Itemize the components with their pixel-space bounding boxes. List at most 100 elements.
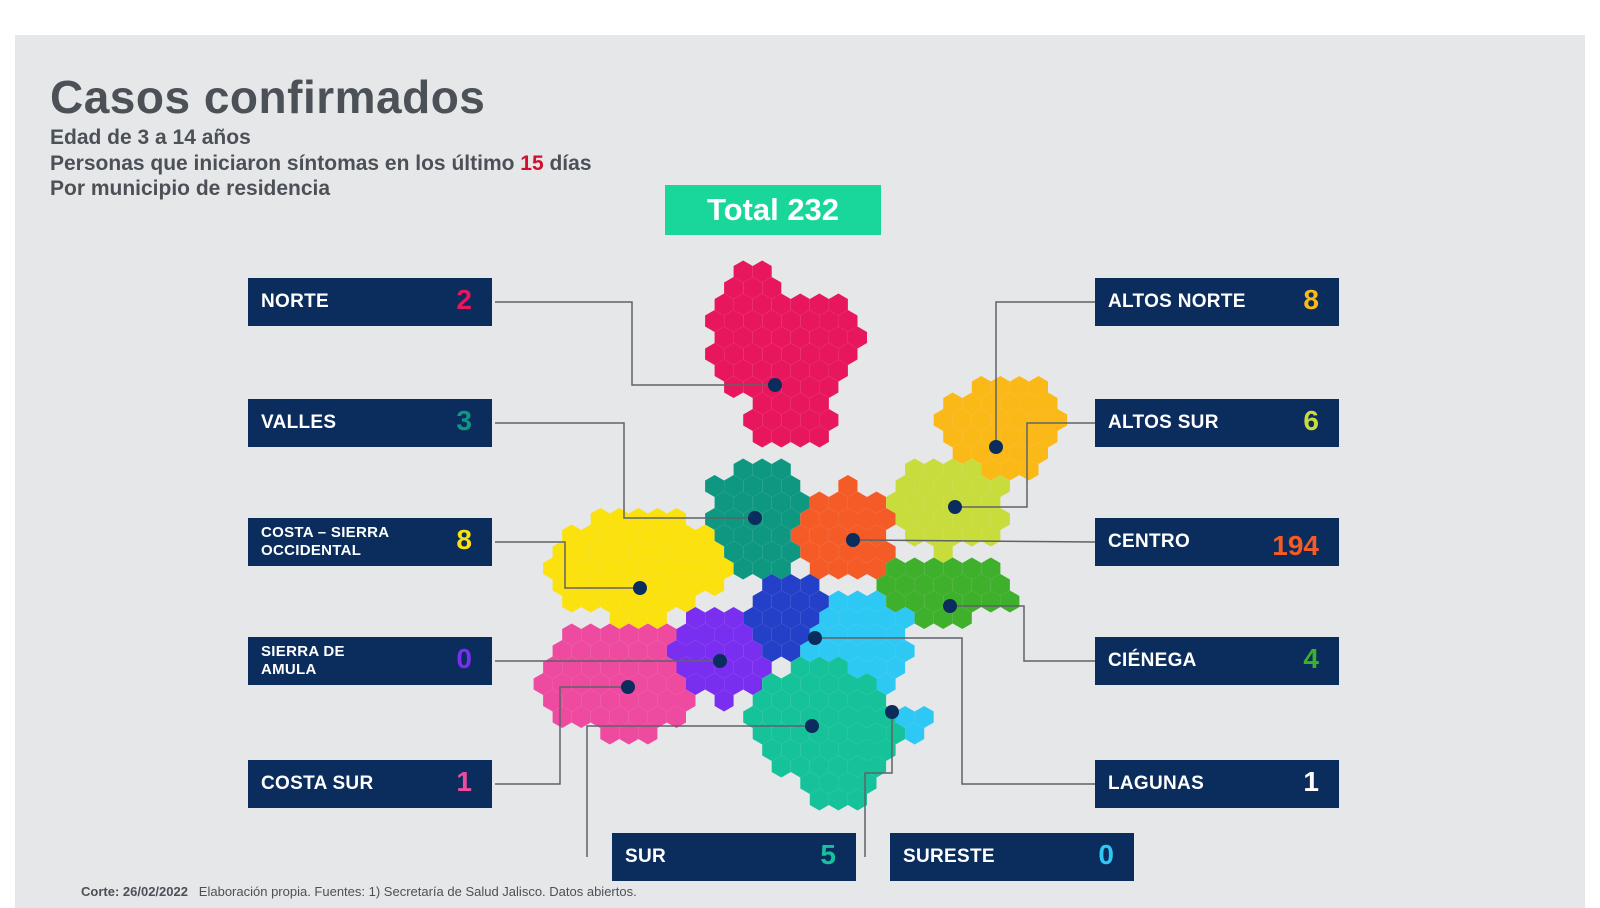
- hex-altos-sur: [905, 491, 925, 514]
- hex-cienega: [886, 590, 906, 613]
- region-name-line-2: AMULA: [261, 661, 317, 678]
- hex-altos-norte: [1019, 392, 1039, 415]
- hex-costa-sierra: [647, 508, 667, 530]
- hex-cienega: [924, 590, 944, 613]
- hex-norte: [762, 277, 782, 299]
- hex-costa-sierra: [686, 574, 706, 596]
- region-box-altos-sur[interactable]: ALTOS SUR 6: [1095, 399, 1339, 447]
- hex-lagunas: [781, 640, 801, 662]
- region-name-line-2: OCCIDENTAL: [261, 542, 362, 559]
- region-name: CIÉNEGA: [1108, 650, 1197, 671]
- region-box-norte[interactable]: NORTE 2: [248, 278, 492, 326]
- region-box-costa-sierra[interactable]: COSTA – SIERRA OCCIDENTAL 8: [248, 518, 492, 566]
- region-box-sierra-amula[interactable]: SIERRA DE AMULA 0: [248, 637, 492, 685]
- hex-sureste: [905, 722, 925, 745]
- hex-sur: [857, 772, 877, 794]
- hex-cienega: [962, 590, 982, 613]
- region-box-centro[interactable]: CENTRO 194: [1095, 518, 1339, 566]
- hex-sureste: [847, 656, 867, 679]
- hex-lagunas: [752, 590, 772, 613]
- hex-altos-sur: [981, 491, 1001, 514]
- hex-centro: [847, 491, 867, 514]
- hex-valles: [733, 458, 753, 481]
- hex-costa-sierra: [590, 508, 610, 530]
- hex-cienega: [943, 557, 963, 580]
- hex-sureste: [847, 590, 867, 613]
- hex-norte: [733, 359, 753, 382]
- region-box-costa-sur[interactable]: COSTA SUR 1: [248, 760, 492, 808]
- hex-norte: [809, 326, 829, 349]
- hex-altos-norte: [952, 442, 972, 464]
- region-name: ALTOS SUR: [1108, 412, 1219, 433]
- region-box-sur[interactable]: SUR 5: [612, 833, 856, 881]
- hex-sur: [828, 656, 848, 679]
- hex-valles: [762, 475, 782, 497]
- hex-costa-sur: [562, 689, 582, 712]
- region-name: NORTE: [261, 291, 329, 312]
- hex-valles: [762, 508, 782, 530]
- hex-sierra-amula: [743, 640, 763, 662]
- region-name: SUR: [625, 846, 667, 867]
- connector-sur: [586, 725, 812, 857]
- hex-norte: [771, 293, 791, 316]
- hex-sur: [790, 755, 810, 778]
- hex-costa-sierra: [695, 557, 715, 580]
- hex-costa-sur: [647, 673, 667, 695]
- hex-cienega: [924, 557, 944, 580]
- hex-valles: [771, 491, 791, 514]
- hex-norte: [790, 392, 810, 415]
- hex-norte: [733, 260, 753, 283]
- region-box-valles[interactable]: VALLES 3: [248, 399, 492, 447]
- hex-norte: [781, 310, 801, 332]
- hex-centro: [867, 557, 887, 580]
- hex-altos-sur: [914, 508, 934, 530]
- hex-sierra-amula: [705, 673, 725, 695]
- hex-costa-sur: [571, 673, 591, 695]
- hex-costa-sur: [562, 623, 582, 646]
- hex-costa-sierra: [609, 574, 629, 596]
- hex-centro: [809, 491, 829, 514]
- hex-sureste: [895, 640, 915, 662]
- hex-norte: [809, 425, 829, 448]
- hex-cienega: [886, 557, 906, 580]
- hex-norte: [724, 277, 744, 299]
- hex-costa-sierra: [562, 590, 582, 613]
- hex-costa-sierra: [600, 590, 620, 613]
- connector-altos-sur: [955, 422, 1095, 508]
- region-value: 194: [1272, 530, 1319, 561]
- hex-altos-sur: [905, 458, 925, 481]
- region-box-altos-norte[interactable]: ALTOS NORTE 8: [1095, 278, 1339, 326]
- hex-sierra-amula: [724, 640, 744, 662]
- hex-norte: [828, 293, 848, 316]
- hex-altos-norte: [1000, 425, 1020, 448]
- hex-cienega: [905, 590, 925, 613]
- footer-sources: Elaboración propia. Fuentes: 1) Secretar…: [198, 884, 637, 899]
- total-badge: Total 232: [665, 185, 881, 235]
- connector-altos-norte: [995, 301, 1095, 447]
- hex-costa-sierra: [619, 557, 639, 580]
- hex-norte: [743, 376, 763, 398]
- region-box-sureste[interactable]: SURESTE 0: [890, 833, 1134, 881]
- hex-sureste: [876, 640, 896, 662]
- hex-sur: [762, 739, 782, 761]
- subtitle-days-text: Personas que iniciaron síntomas en los ú…: [50, 152, 521, 175]
- hex-centro: [800, 508, 820, 530]
- hex-norte: [743, 343, 763, 365]
- region-box-lagunas[interactable]: LAGUNAS 1: [1095, 760, 1339, 808]
- hex-sur: [752, 722, 772, 745]
- hex-costa-sierra: [676, 557, 696, 580]
- region-box-cienega[interactable]: CIÉNEGA 4: [1095, 637, 1339, 685]
- hex-sur: [771, 755, 791, 778]
- hex-costa-sur: [571, 640, 591, 662]
- hex-cells: [533, 260, 1068, 811]
- hex-altos-sur: [990, 475, 1010, 497]
- hex-sur: [752, 689, 772, 712]
- hex-sur: [790, 722, 810, 745]
- hex-costa-sur: [638, 656, 658, 679]
- hex-norte: [838, 343, 858, 365]
- hex-lagunas: [800, 607, 820, 629]
- hex-altos-sur: [895, 475, 915, 497]
- region-name-line-1: SIERRA DE: [261, 643, 345, 660]
- hex-lagunas: [752, 623, 772, 646]
- hex-norte: [809, 359, 829, 382]
